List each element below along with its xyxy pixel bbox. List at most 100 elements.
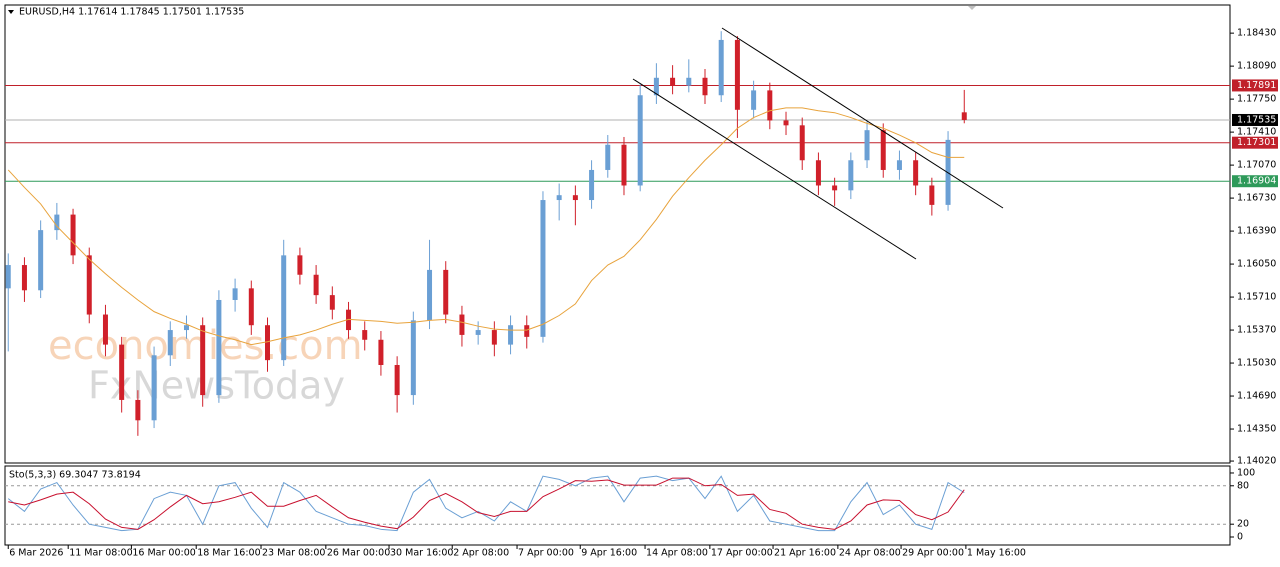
candle-body <box>232 288 238 300</box>
stochastic-line <box>8 477 965 530</box>
y-tick-label: 1.15370 <box>1237 325 1276 336</box>
candle-body <box>38 230 44 291</box>
candle-body <box>329 295 335 310</box>
y-tick-label: 1.17410 <box>1237 127 1276 138</box>
candle-body <box>589 169 595 201</box>
level-label-bg <box>1232 113 1278 126</box>
candle-body <box>718 39 724 96</box>
candle-body <box>21 265 27 291</box>
candle-body <box>491 330 497 345</box>
x-tick-label: 16 Mar 00:00 <box>132 548 195 559</box>
candle-body <box>394 364 400 396</box>
level-label-bg <box>1232 136 1278 149</box>
candle-body <box>896 160 902 170</box>
candle-body <box>572 195 578 201</box>
watermark-text: economies.com <box>48 323 363 369</box>
menu-triangle[interactable] <box>8 10 14 14</box>
candle-body <box>605 144 611 170</box>
candle-body <box>556 195 562 201</box>
candle-body <box>783 120 789 126</box>
stochastic-line <box>7 475 965 532</box>
candle-body <box>929 185 935 205</box>
candle-body <box>524 325 530 337</box>
candle-body <box>216 299 222 396</box>
candle-body <box>5 265 11 289</box>
y-tick-label: 1.16050 <box>1237 259 1276 270</box>
level-label: 1.17535 <box>1237 114 1276 125</box>
y-tick-label: 1.15710 <box>1237 292 1276 303</box>
x-tick-label: 11 Mar 08:00 <box>69 548 132 559</box>
candle-body <box>540 200 546 337</box>
candle-body <box>265 325 270 361</box>
candle-body <box>508 325 514 345</box>
x-tick-label: 21 Apr 16:00 <box>774 548 836 559</box>
candle-body <box>621 144 627 186</box>
y-tick-label: 100 <box>1237 467 1255 478</box>
candle-body <box>653 77 659 96</box>
main-frame <box>4 4 1231 464</box>
x-tick-label: 29 Apr 00:00 <box>902 548 964 559</box>
candle-body <box>475 330 481 335</box>
y-tick-label: 1.17750 <box>1237 94 1276 105</box>
candle-body <box>427 269 433 321</box>
x-tick-label: 6 Mar 2026 <box>9 548 63 559</box>
x-tick-label: 2 Apr 08:00 <box>453 548 509 559</box>
channel-upper <box>721 27 1004 209</box>
candle-body <box>119 344 125 400</box>
x-tick-label: 1 May 16:00 <box>967 548 1026 559</box>
x-tick-label: 18 Mar 16:00 <box>197 548 260 559</box>
candle-body <box>702 77 708 96</box>
y-tick-label: 1.14350 <box>1237 424 1276 435</box>
indicator-title: Sto(5,3,3) 69.3047 73.8194 <box>9 470 141 481</box>
candle-body <box>183 325 189 331</box>
candle-body <box>281 255 287 361</box>
candle-body <box>54 214 60 231</box>
candle-body <box>459 314 465 335</box>
x-tick-label: 26 Mar 00:00 <box>327 548 390 559</box>
candle-body <box>832 185 838 191</box>
level-label-bg <box>1232 175 1278 188</box>
shift-marker <box>968 6 976 10</box>
y-tick-label: 1.15030 <box>1237 358 1276 369</box>
x-tick-label: 9 Apr 16:00 <box>581 548 637 559</box>
candle-body <box>443 269 449 315</box>
x-tick-label: 23 Mar 08:00 <box>262 548 325 559</box>
candle-body <box>70 214 76 256</box>
candle-body <box>880 130 886 170</box>
candle-body <box>86 255 92 315</box>
x-tick-label: 24 Apr 08:00 <box>839 548 901 559</box>
y-tick-label: 20 <box>1237 519 1249 530</box>
candle-body <box>670 77 676 86</box>
x-tick-label: 30 Mar 16:00 <box>390 548 453 559</box>
y-tick-label: 1.18090 <box>1237 61 1276 72</box>
y-tick-label: 1.16390 <box>1237 226 1276 237</box>
candle-body <box>410 320 416 396</box>
candle-body <box>151 355 157 421</box>
candle-body <box>767 90 773 121</box>
candle-body <box>637 95 643 186</box>
candle-body <box>961 112 967 120</box>
plot <box>5 31 1230 532</box>
candle-body <box>313 274 319 296</box>
level-label-bg <box>1232 79 1278 92</box>
candle-body <box>102 314 108 345</box>
indicator-frame <box>4 465 1231 546</box>
level-label: 1.17301 <box>1237 137 1276 148</box>
candle-body <box>135 399 141 421</box>
candle-body <box>913 160 919 186</box>
candle-body <box>815 160 821 186</box>
candle-body <box>200 325 206 396</box>
candle-body <box>848 160 854 191</box>
moving-average <box>7 107 965 346</box>
candle-body <box>734 39 740 110</box>
candle-body <box>378 339 384 365</box>
y-tick-label: 1.14020 <box>1237 456 1276 467</box>
y-tick-label: 0 <box>1237 531 1243 542</box>
candle-body <box>248 288 254 326</box>
candle-body <box>864 130 870 161</box>
chart-title: EURUSD,H4 1.17614 1.17845 1.17501 1.1753… <box>19 7 244 18</box>
candle-body <box>751 90 757 110</box>
y-tick-label: 1.18430 <box>1237 28 1276 39</box>
y-tick-label: 1.14690 <box>1237 391 1276 402</box>
